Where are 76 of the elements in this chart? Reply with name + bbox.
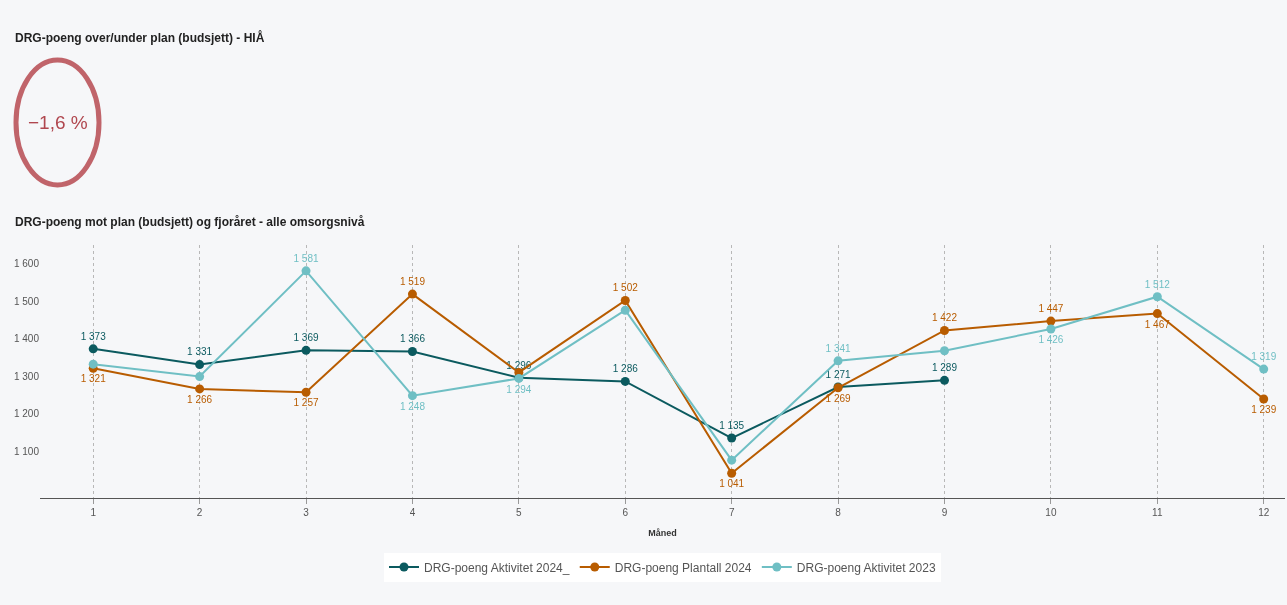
x-tick-label: 10 <box>1045 507 1057 518</box>
data-label: 1 581 <box>293 252 319 264</box>
point <box>1259 364 1269 374</box>
x-tick-label: 7 <box>728 507 735 518</box>
point <box>620 295 630 305</box>
chart-title: DRG-poeng mot plan (budsjett) og fjoråret - alle omsorgsnivå <box>15 215 365 229</box>
point <box>88 344 98 354</box>
data-label: 1 289 <box>931 362 958 374</box>
x-tick-label: 3 <box>303 507 310 518</box>
point <box>88 359 98 369</box>
point <box>727 468 737 478</box>
x-tick-label: 9 <box>941 507 948 518</box>
y-tick-label: 1 600 <box>13 258 40 270</box>
point <box>1152 292 1162 302</box>
data-label: 1 447 <box>1038 302 1064 314</box>
data-label: 1 248 <box>399 400 426 412</box>
point <box>407 391 417 401</box>
data-label: 1 502 <box>612 282 639 294</box>
legend-label: DRG-poeng Plantall 2024 <box>614 560 752 575</box>
data-label: 1 321 <box>80 373 107 385</box>
point <box>939 325 949 335</box>
data-label: 1 369 <box>293 332 319 344</box>
point <box>407 289 417 299</box>
point <box>939 375 949 385</box>
data-label: 1 422 <box>931 312 958 324</box>
point <box>301 345 311 355</box>
data-label: 1 257 <box>293 397 319 409</box>
x-tick-label: 11 <box>1152 507 1163 518</box>
x-tick-label: 2 <box>196 507 203 518</box>
y-tick-label: 1 100 <box>13 445 40 457</box>
data-label: 1 135 <box>719 419 745 431</box>
x-tick-label: 1 <box>90 507 97 518</box>
y-tick-label: 1 300 <box>13 370 40 382</box>
y-tick-label: 1 400 <box>13 333 40 345</box>
data-label: 1 286 <box>612 363 639 375</box>
data-label: 1 512 <box>1144 278 1171 290</box>
point <box>1046 324 1056 334</box>
point <box>833 356 843 366</box>
legend-label: DRG-poeng Aktivitet 2023 <box>796 560 936 575</box>
point <box>1046 316 1056 326</box>
data-label: 1 366 <box>399 333 426 345</box>
data-label: 1 041 <box>719 478 745 490</box>
text: DRG-poeng over/under plan (budsjett) - HIÅ <box>15 30 265 45</box>
x-tick-label: 4 <box>409 507 416 518</box>
x-tick-label: 12 <box>1258 507 1270 518</box>
data-label: 1 266 <box>187 394 213 406</box>
data-label: 1 319 <box>1251 350 1277 362</box>
point <box>407 346 417 356</box>
point <box>195 360 205 370</box>
legend-label: DRG-poeng Aktivitet 2024_ <box>424 560 570 575</box>
point <box>939 346 949 356</box>
x-axis-title: Måned <box>648 527 677 538</box>
point <box>195 384 205 394</box>
data-label: 1 341 <box>825 342 852 354</box>
point <box>301 387 311 397</box>
data-label: 1 467 <box>1144 318 1171 330</box>
y-tick-label: 1 500 <box>13 295 40 307</box>
point <box>195 372 205 382</box>
point <box>727 433 737 443</box>
point <box>1259 394 1269 404</box>
y-tick-label: 1 200 <box>13 408 40 420</box>
point <box>620 305 630 315</box>
data-label: 1 373 <box>80 330 107 342</box>
data-label: 1 331 <box>187 346 213 358</box>
point <box>620 376 630 386</box>
data-label: 1 426 <box>1038 334 1064 346</box>
x-tick-label: 8 <box>835 507 842 518</box>
point <box>301 266 311 276</box>
x-tick-label: 6 <box>622 507 629 518</box>
data-label: 1 294 <box>506 383 532 395</box>
data-label: 1 239 <box>1251 404 1277 416</box>
point <box>727 455 737 465</box>
x-tick-label: 5 <box>516 507 523 518</box>
data-label: 1 519 <box>399 275 426 287</box>
point <box>1152 309 1162 319</box>
text: −1,6 % <box>28 112 88 133</box>
